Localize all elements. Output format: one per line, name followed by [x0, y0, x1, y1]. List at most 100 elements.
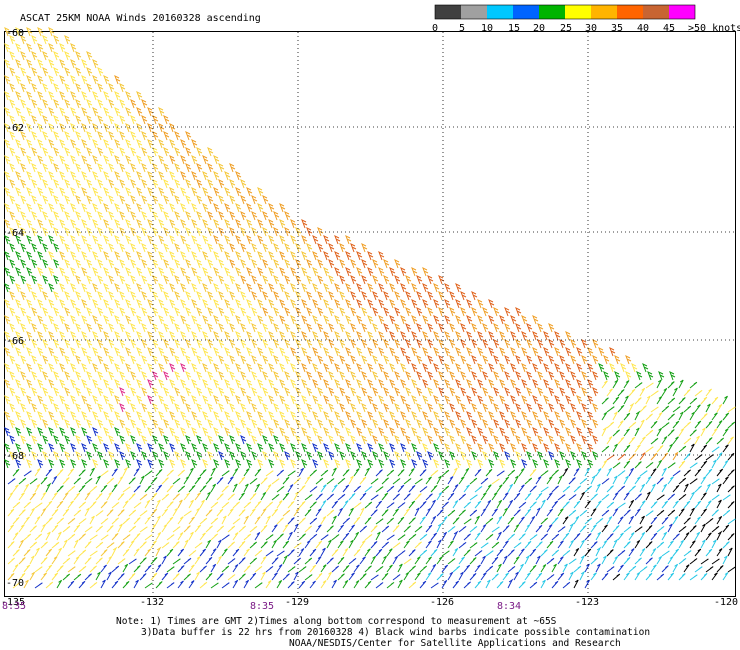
wind-barb: [251, 226, 258, 237]
wind-barb: [229, 194, 236, 205]
wind-barb: [147, 378, 154, 389]
wind-barb: [301, 218, 308, 229]
wind-barb: [617, 470, 626, 477]
wind-barb: [284, 386, 291, 397]
wind-barb: [491, 556, 499, 565]
wind-barb: [75, 434, 82, 445]
wind-barb: [661, 422, 670, 429]
wind-barb: [257, 330, 264, 341]
wind-barb: [537, 354, 544, 365]
wind-barb: [199, 499, 205, 509]
wind-barb: [546, 574, 555, 581]
wind-barb: [147, 218, 154, 229]
wind-barb: [114, 90, 121, 101]
wind-barb: [389, 410, 396, 421]
wind-barb: [158, 138, 165, 149]
wind-barb: [411, 394, 418, 405]
wind-barb: [342, 564, 350, 573]
wind-barb: [661, 531, 668, 541]
wind-barb: [425, 540, 432, 549]
wind-barb: [427, 370, 434, 381]
wind-barb: [42, 242, 49, 253]
wind-barb: [295, 370, 302, 381]
wind-barb: [224, 234, 231, 245]
wind-barb: [273, 418, 280, 429]
wind-barb: [26, 362, 33, 373]
wind-barb: [26, 314, 33, 325]
wind-barb: [290, 394, 297, 405]
note-line-2: 3)Data buffer is 22 hrs from 20160328 4)…: [141, 627, 651, 638]
wind-barb: [249, 477, 258, 485]
wind-barb: [15, 74, 22, 85]
wind-barb: [334, 250, 341, 261]
wind-barb: [92, 122, 99, 133]
wind-barb: [169, 298, 176, 309]
wind-barb: [53, 146, 60, 157]
wind-barb: [540, 470, 549, 477]
wind-barb: [639, 387, 646, 397]
wind-barb: [183, 539, 189, 549]
wind-barb: [152, 370, 159, 381]
wind-barb: [279, 298, 286, 309]
wind-barb: [293, 557, 302, 565]
wind-barb: [606, 549, 614, 557]
wind-barb: [356, 330, 363, 341]
wind-barb: [64, 274, 71, 285]
wind-barb: [108, 242, 115, 253]
wind-barb: [4, 26, 11, 37]
wind-barb: [42, 290, 49, 301]
wind-barb: [97, 226, 104, 237]
wind-barb: [667, 397, 676, 405]
wind-barb: [92, 410, 99, 421]
wind-barb: [191, 442, 198, 453]
wind-barb: [213, 266, 220, 277]
wind-barb: [587, 410, 594, 421]
wind-barb: [356, 362, 363, 373]
wind-barb: [166, 566, 175, 573]
wind-barb: [394, 306, 401, 317]
wind-barb: [136, 138, 143, 149]
wind-barb: [59, 74, 66, 85]
wind-barb: [81, 138, 88, 149]
lon-label-132: -132: [140, 597, 164, 608]
wind-barb: [364, 548, 371, 557]
wind-barb: [119, 146, 126, 157]
wind-barb: [34, 516, 41, 525]
wind-barb: [108, 146, 115, 157]
wind-barb: [235, 186, 242, 197]
wind-barb: [75, 274, 82, 285]
wind-barb: [554, 458, 561, 469]
wind-barb: [75, 242, 82, 253]
wind-barb: [152, 290, 159, 301]
wind-barb: [367, 298, 374, 309]
wind-barb: [100, 564, 107, 573]
wind-barb: [136, 314, 143, 325]
wind-barb: [268, 202, 275, 213]
wind-barb: [471, 434, 478, 445]
wind-barb: [276, 564, 283, 573]
wind-barb: [579, 554, 586, 565]
wind-barb: [216, 525, 225, 533]
wind-barb: [323, 410, 330, 421]
wind-barb: [562, 532, 570, 541]
wind-barb: [722, 524, 730, 533]
wind-barb: [75, 418, 82, 429]
wind-barb: [526, 402, 533, 413]
wind-barb: [130, 450, 137, 461]
wind-barb: [70, 442, 77, 453]
wind-barb: [518, 484, 525, 493]
wind-barb: [507, 469, 516, 477]
wind-barb: [306, 354, 313, 365]
wind-barb: [180, 442, 187, 453]
wind-barb: [400, 362, 407, 373]
wind-barb: [147, 442, 154, 453]
wind-barb: [232, 468, 239, 477]
wind-barb: [238, 540, 246, 549]
wind-barb: [213, 186, 220, 197]
wind-barb: [345, 362, 352, 373]
wind-barb: [554, 426, 561, 437]
wind-barb: [678, 379, 684, 389]
wind-barb: [337, 477, 346, 485]
wind-barb: [196, 338, 203, 349]
wind-barb: [584, 517, 593, 525]
